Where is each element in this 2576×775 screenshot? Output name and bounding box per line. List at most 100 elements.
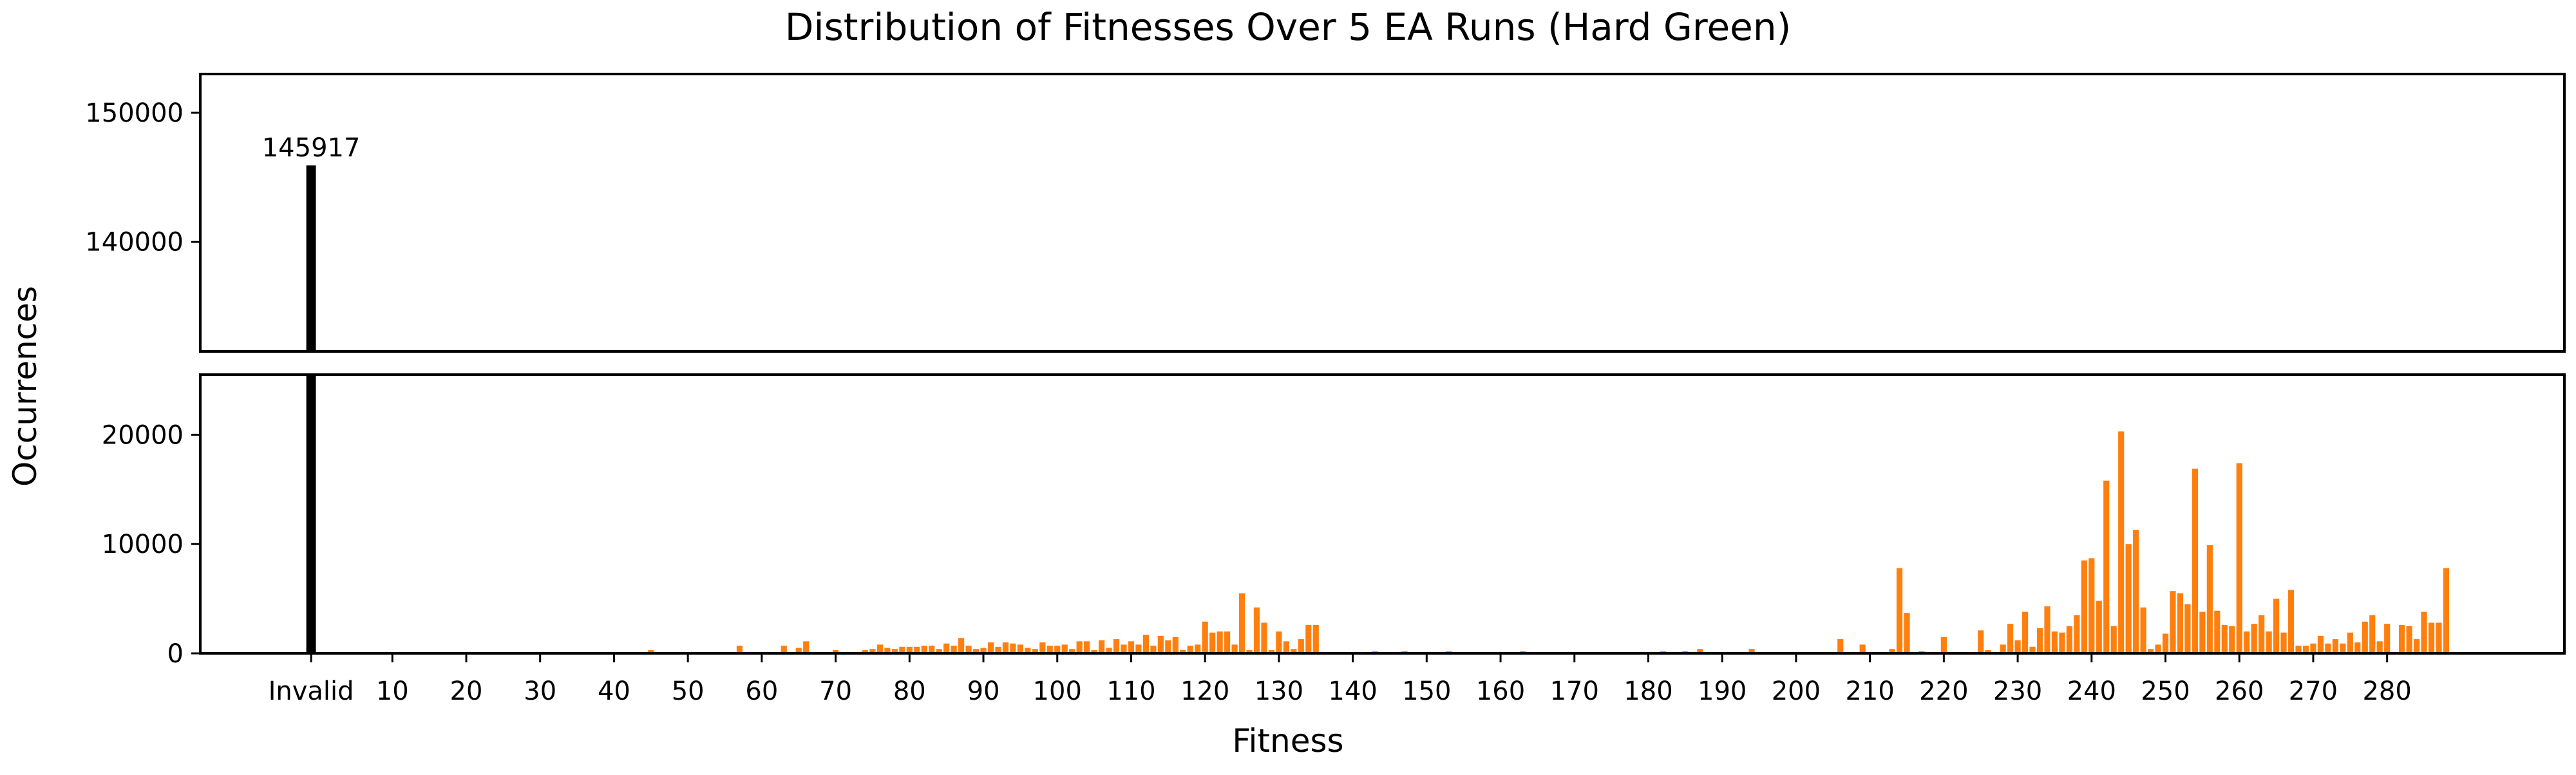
bar — [1128, 358, 1134, 772]
bar — [1837, 358, 1843, 772]
bar — [2096, 601, 2102, 653]
bar — [1283, 358, 1289, 772]
bar — [1092, 358, 1097, 772]
bar — [973, 358, 979, 772]
bar — [2088, 558, 2095, 653]
top-plot — [306, 165, 2427, 772]
bar — [1099, 358, 1104, 772]
bar — [2421, 358, 2427, 772]
bar — [1246, 649, 1253, 653]
x-tick-label: 160 — [1476, 677, 1525, 706]
bar — [862, 358, 868, 772]
data-label: 145917 — [262, 133, 361, 163]
bar — [1305, 358, 1311, 772]
bar — [1896, 568, 1903, 653]
bar — [648, 358, 654, 772]
bar — [2266, 358, 2272, 772]
bar — [899, 646, 905, 653]
bar — [1121, 358, 1126, 772]
bar — [2362, 621, 2368, 653]
bar — [1017, 644, 1023, 653]
bar — [2096, 358, 2102, 772]
bar — [2399, 358, 2405, 772]
bar — [2428, 622, 2435, 653]
bar — [1010, 358, 1016, 772]
bar — [1187, 646, 1193, 653]
bar — [988, 358, 994, 772]
bar — [1039, 642, 1046, 653]
bar — [1002, 642, 1009, 653]
x-tick-label: 100 — [1033, 677, 1082, 706]
bar — [929, 358, 934, 772]
bar — [2066, 626, 2072, 653]
bar — [1401, 358, 1407, 772]
bar — [1113, 639, 1120, 653]
x-tick-label: 200 — [1772, 677, 1821, 706]
bar — [1697, 649, 1703, 653]
x-axis-label: Fitness — [1232, 722, 1343, 760]
bar — [922, 358, 927, 772]
bar — [2288, 358, 2294, 772]
bar — [2421, 612, 2427, 653]
bar — [965, 358, 971, 772]
bar — [2362, 358, 2368, 772]
bar — [2184, 358, 2190, 772]
bar — [1231, 358, 1237, 772]
x-tick-label: 130 — [1255, 677, 1303, 706]
bar — [862, 649, 869, 653]
bar — [1283, 641, 1289, 653]
bar — [2332, 639, 2338, 653]
bar — [2229, 626, 2235, 653]
bar — [2377, 358, 2383, 772]
bar — [1143, 358, 1149, 772]
bar — [2177, 358, 2183, 772]
bar — [1106, 648, 1112, 653]
bar — [2303, 358, 2309, 772]
x-tick-label: 270 — [2289, 677, 2338, 706]
bar — [2059, 358, 2065, 772]
bar — [1188, 358, 1193, 772]
x-tick-label: 50 — [672, 677, 705, 706]
bar — [1084, 641, 1090, 653]
bar — [2140, 607, 2146, 653]
bar — [1142, 635, 1149, 653]
bar — [980, 648, 987, 653]
bar — [2273, 358, 2279, 772]
bar — [2340, 358, 2345, 772]
bottom-frame — [199, 373, 2566, 655]
bar — [1150, 646, 1157, 653]
bar — [2280, 632, 2287, 653]
bar — [1231, 644, 1238, 653]
bar — [2384, 624, 2391, 653]
bar — [2406, 626, 2412, 653]
x-tick-label: 230 — [1993, 677, 2042, 706]
bar — [2148, 358, 2154, 772]
bar — [929, 646, 935, 653]
bar — [796, 358, 802, 772]
x-tick-label: 150 — [1402, 677, 1451, 706]
x-tick-label: 80 — [893, 677, 926, 706]
bar — [1180, 358, 1186, 772]
bar — [832, 649, 839, 653]
bar — [1254, 358, 1260, 772]
bar — [1682, 358, 1688, 772]
bar — [306, 375, 316, 653]
bar — [2251, 624, 2257, 653]
bar — [2259, 358, 2264, 772]
bar — [1246, 358, 1252, 772]
bar — [2280, 358, 2286, 772]
bar — [803, 641, 810, 653]
x-tick-label: 90 — [967, 677, 1000, 706]
bar — [2206, 545, 2213, 653]
bar — [869, 358, 875, 772]
bar — [2111, 358, 2117, 772]
bar — [2384, 358, 2390, 772]
x-tick-label: 110 — [1106, 677, 1155, 706]
bar — [1261, 358, 1267, 772]
bar — [2325, 643, 2331, 653]
bar — [2184, 604, 2191, 653]
bar — [2036, 628, 2043, 653]
y-tick-label: 20000 — [102, 420, 184, 450]
y-tick-label: 0 — [167, 639, 184, 669]
